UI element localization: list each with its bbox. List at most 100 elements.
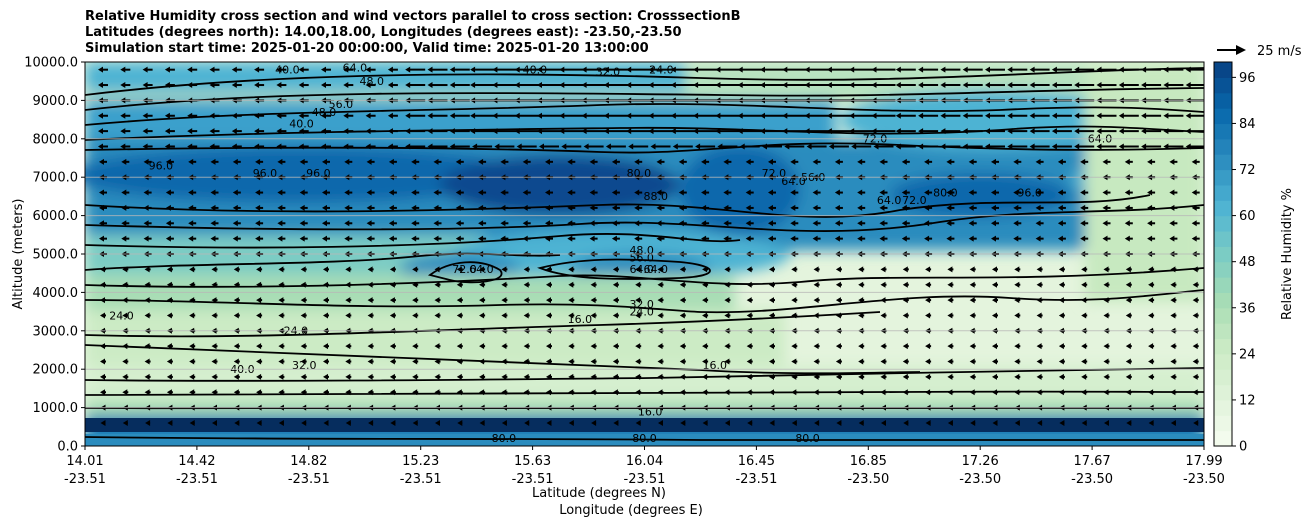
wind-arrow-head	[902, 389, 908, 396]
wind-arrow	[323, 343, 329, 350]
contour-label: 64.0	[643, 263, 668, 276]
wind-arrow-head	[479, 343, 485, 350]
wind-arrow	[278, 389, 285, 396]
wind-arrow	[1080, 235, 1089, 242]
wind-arrow-head	[479, 297, 485, 304]
wind-arrow	[568, 312, 575, 319]
wind-arrow	[189, 419, 195, 426]
wind-arrow-head	[256, 358, 262, 365]
wind-arrow-head	[724, 266, 730, 273]
wind-arrow	[768, 204, 776, 211]
wind-arrow-head	[537, 66, 542, 73]
wind-arrow	[1148, 358, 1155, 365]
wind-arrow-head	[1035, 189, 1041, 196]
wind-arrow-head	[255, 158, 261, 165]
wind-arrow-head	[1118, 66, 1124, 73]
wind-arrow	[100, 297, 106, 304]
wind-arrow-head	[99, 158, 104, 165]
wind-arrow-head	[612, 389, 618, 396]
wind-arrow	[1118, 128, 1139, 135]
wind-arrow-head	[590, 312, 596, 319]
wind-arrow	[567, 235, 576, 242]
wind-arrow-head	[791, 358, 797, 365]
wind-arrow	[523, 343, 530, 350]
wind-arrow	[559, 128, 584, 135]
wind-arrow	[1192, 266, 1199, 273]
y-tick-label: 0.0	[57, 440, 78, 455]
wind-arrow-head	[516, 143, 522, 150]
wind-arrow-head	[858, 389, 864, 396]
wind-arrow	[387, 82, 398, 89]
wind-arrow	[693, 82, 718, 89]
wind-arrow	[100, 266, 106, 273]
wind-arrow-head	[679, 266, 685, 273]
wind-arrow	[299, 204, 308, 211]
wind-arrow	[232, 158, 241, 165]
wind-arrow-head	[1036, 373, 1042, 380]
wind-arrow-head	[187, 66, 193, 73]
wind-arrow	[1169, 189, 1178, 196]
wind-arrow-head	[656, 235, 662, 242]
wind-arrow-head	[849, 112, 855, 119]
wind-arrow	[500, 220, 509, 227]
wind-arrow-head	[1163, 82, 1169, 89]
wind-arrow-head	[344, 189, 350, 196]
wind-arrow	[835, 266, 842, 273]
wind-arrow	[612, 358, 619, 365]
wind-arrow-head	[1163, 112, 1169, 119]
wind-arrow-head	[434, 312, 440, 319]
wind-arrow	[301, 419, 307, 426]
wind-arrow-head	[657, 343, 663, 350]
wind-arrow-head	[768, 204, 773, 211]
x-tick-label-latitude: 16.04	[626, 454, 663, 469]
wind-arrow	[635, 373, 642, 380]
wind-arrow-head	[389, 281, 395, 288]
y-tick-label: 5000.0	[33, 248, 79, 263]
wind-arrow-head	[277, 158, 283, 165]
wind-arrow	[1007, 82, 1028, 89]
wind-arrow-head	[1163, 66, 1169, 73]
wind-arrow	[434, 312, 441, 319]
chart-title-line-2: Latitudes (degrees north): 14.00,18.00, …	[85, 25, 682, 40]
wind-arrow-head	[1141, 112, 1147, 119]
wind-arrow-head	[165, 235, 171, 242]
wind-arrow	[1014, 343, 1021, 350]
wind-arrow	[537, 112, 561, 119]
wind-arrow	[1147, 220, 1156, 227]
wind-arrow-head	[567, 189, 573, 196]
wind-arrow-head	[880, 373, 886, 380]
wind-arrow	[962, 112, 983, 119]
wind-arrow-head	[969, 373, 975, 380]
wind-arrow	[635, 281, 642, 288]
wind-arrow	[812, 220, 821, 227]
wind-arrow	[626, 66, 651, 73]
wind-arrow-head	[1081, 358, 1087, 365]
wind-arrow-head	[1147, 158, 1153, 165]
wind-arrow	[559, 112, 584, 119]
wind-arrow	[322, 158, 330, 165]
wind-arrow-head	[278, 358, 284, 365]
wind-arrow	[1058, 312, 1065, 319]
wind-arrow-head	[514, 82, 520, 89]
x-tick-label-longitude: -23.51	[176, 472, 218, 487]
wind-arrow-head	[1014, 358, 1020, 365]
wind-arrow-head	[670, 66, 676, 73]
wind-arrow-head	[693, 128, 699, 135]
wind-arrow-head	[925, 312, 931, 319]
wind-arrow-head	[835, 389, 841, 396]
wind-arrow-head	[166, 266, 172, 273]
wind-arrow-head	[1170, 419, 1176, 426]
wind-arrow-head	[940, 143, 946, 150]
wind-arrow	[278, 419, 284, 426]
wind-arrow-head	[1058, 373, 1064, 380]
wind-arrow	[412, 373, 419, 380]
wind-arrow-head	[165, 204, 171, 211]
wind-arrow-head	[122, 281, 128, 288]
wind-arrow-head	[145, 419, 151, 426]
wind-arrow	[299, 189, 308, 196]
wind-arrow-head	[804, 66, 810, 73]
wind-arrow-head	[478, 235, 484, 242]
x-tick-label-longitude: -23.50	[847, 472, 889, 487]
wind-arrow	[1169, 158, 1178, 165]
wind-arrow	[455, 204, 464, 211]
